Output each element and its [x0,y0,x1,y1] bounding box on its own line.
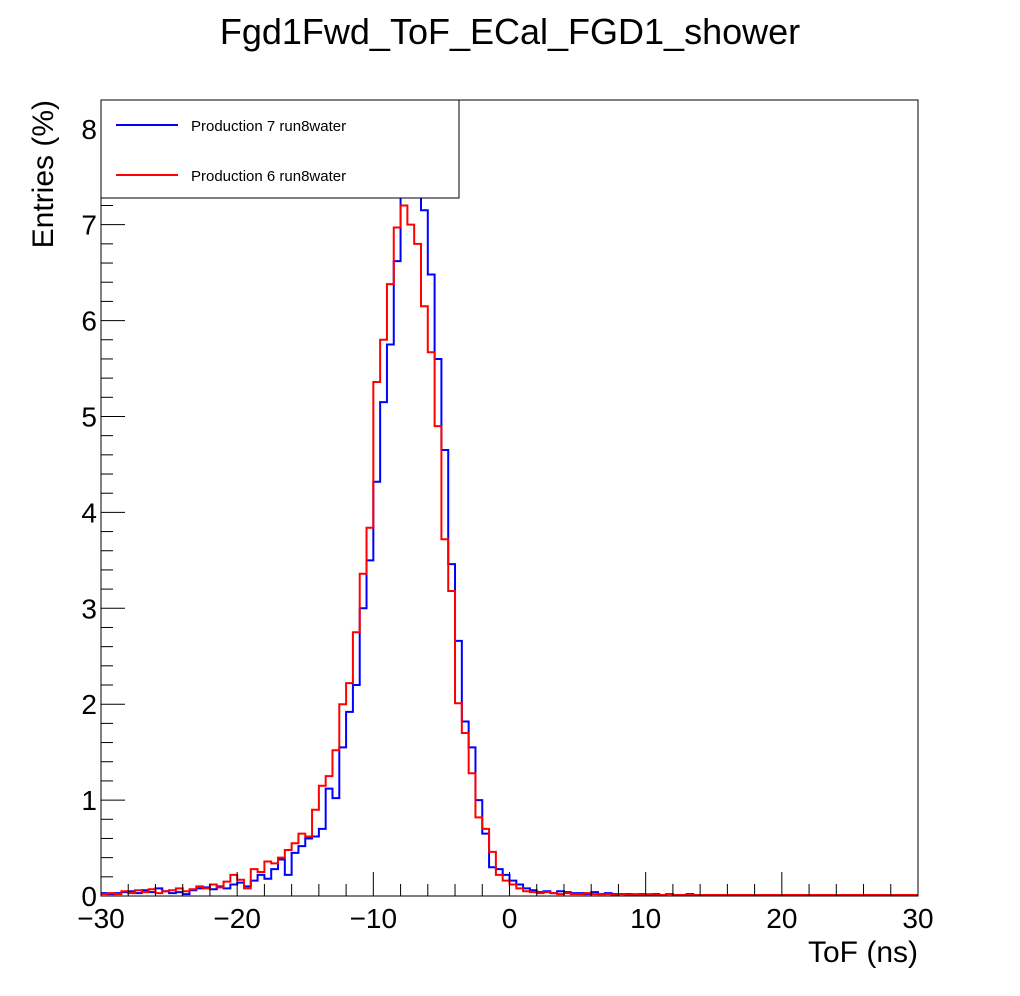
y-axis-label: Entries (%) [27,100,60,248]
y-tick-label: 5 [81,401,97,432]
legend-label-production-7: Production 7 run8water [191,118,346,135]
series-line-production-7 [101,127,918,897]
x-tick-label: −20 [213,903,261,934]
y-tick-label: 0 [81,881,97,912]
x-tick-label: −30 [77,903,125,934]
y-tick-label: 8 [81,114,97,145]
x-axis-ticks: −30 −20 −10 0 10 20 30 [77,872,934,934]
y-tick-label: 3 [81,593,97,624]
x-axis-label: ToF (ns) [808,936,918,969]
plot-frame [100,99,919,897]
series-layer [101,127,918,897]
chart-title: Fgd1Fwd_ToF_ECal_FGD1_shower [220,11,800,52]
legend: Production 7 run8water Production 6 run8… [100,99,460,199]
y-tick-label: 2 [81,689,97,720]
y-tick-label: 1 [81,785,97,816]
y-tick-label: 4 [81,497,97,528]
x-tick-label: 30 [902,903,933,934]
x-tick-label: −10 [350,903,398,934]
x-tick-label: 10 [630,903,661,934]
y-tick-label: 6 [81,306,97,337]
y-tick-label: 7 [81,210,97,241]
x-tick-label: 0 [502,903,518,934]
legend-box [100,99,460,199]
legend-label-production-6: Production 6 run8water [191,168,346,185]
plot-area: −30 −20 −10 0 10 20 30 0 1 2 3 4 5 6 7 8 [77,99,934,934]
y-axis-ticks: 0 1 2 3 4 5 6 7 8 [81,109,125,912]
x-tick-label: 20 [766,903,797,934]
series-line-production-6 [101,204,918,897]
